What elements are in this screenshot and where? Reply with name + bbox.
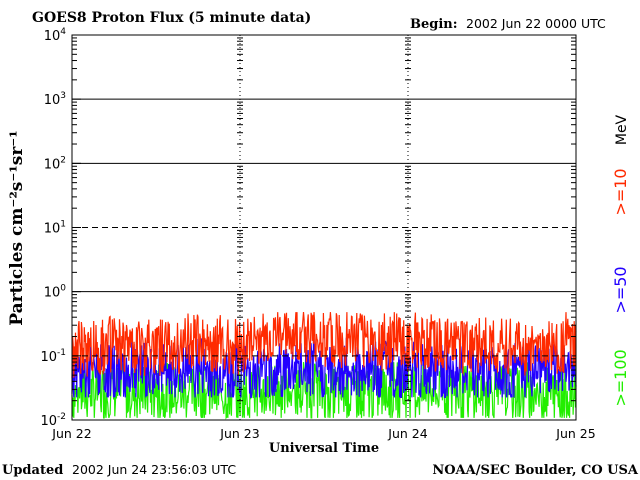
y-tick-label-0: 100 bbox=[44, 284, 67, 301]
y-tick-label-3: 103 bbox=[44, 91, 66, 108]
legend-units: MeV bbox=[614, 114, 630, 145]
plot-frame bbox=[71, 34, 577, 421]
legend-entry-100mev: >=100 bbox=[611, 349, 630, 406]
y-axis-title: Particles cm⁻²s⁻¹sr⁻¹ bbox=[7, 130, 27, 325]
legend: MeV >=10 >=50 >=100 bbox=[611, 114, 630, 406]
legend-entry-10mev: >=10 bbox=[611, 168, 630, 215]
begin-value: 2002 Jun 22 0000 UTC bbox=[466, 16, 606, 31]
credit: NOAA/SEC Boulder, CO USA bbox=[432, 463, 639, 478]
y-tick-label-4: 104 bbox=[44, 27, 67, 44]
begin-label: Begin: bbox=[410, 17, 458, 32]
chart-title: GOES8 Proton Flux (5 minute data) bbox=[32, 10, 311, 26]
y-tick-label-1: 101 bbox=[44, 220, 66, 237]
updated-label: Updated bbox=[2, 463, 63, 478]
grid-layer bbox=[72, 34, 576, 421]
y-tick-label--1: 10-1 bbox=[40, 348, 66, 365]
series-layer bbox=[71, 312, 577, 420]
x-tick-labels: Jun 22 Jun 23 Jun 24 Jun 25 bbox=[51, 426, 595, 441]
x-tick-label-2: Jun 24 bbox=[387, 426, 427, 441]
y-tick-label--2: 10-2 bbox=[40, 412, 66, 429]
x-axis-title: Universal Time bbox=[269, 441, 379, 456]
updated-value: 2002 Jun 24 23:56:03 UTC bbox=[72, 462, 236, 477]
series-line-10mev bbox=[71, 312, 577, 379]
x-tick-label-0: Jun 22 bbox=[51, 426, 91, 441]
x-tick-label-1: Jun 23 bbox=[219, 426, 259, 441]
y-tick-labels: 10-2 10-1 100 101 102 103 104 bbox=[40, 27, 66, 429]
y-tick-label-2: 102 bbox=[44, 155, 66, 172]
legend-entry-50mev: >=50 bbox=[611, 266, 630, 313]
x-tick-label-3: Jun 25 bbox=[555, 426, 595, 441]
